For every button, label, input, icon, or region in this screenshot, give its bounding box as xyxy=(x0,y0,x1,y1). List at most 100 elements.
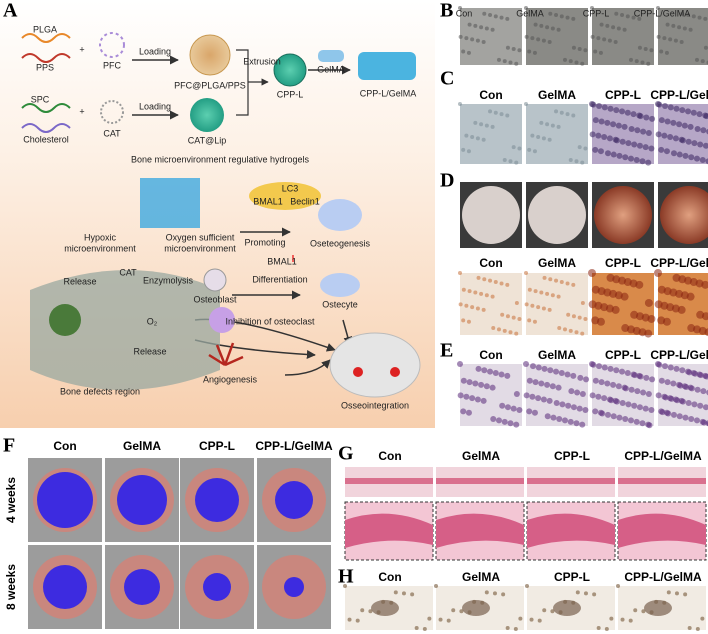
c-texture xyxy=(645,129,652,136)
e-texture xyxy=(513,390,520,397)
column-header: CPP-L xyxy=(605,256,641,270)
b-texture xyxy=(484,26,489,31)
e-texture xyxy=(592,377,599,384)
e-texture xyxy=(490,416,497,423)
d-texture xyxy=(491,326,496,331)
h-texture xyxy=(347,617,352,622)
c-texture xyxy=(598,118,605,125)
e-texture xyxy=(670,380,677,387)
schematic xyxy=(21,32,353,376)
b-texture xyxy=(688,27,693,32)
d-texture xyxy=(476,275,481,280)
label: PFC@PLGA/PPS xyxy=(174,80,246,90)
d-texture xyxy=(557,326,562,331)
h-texture xyxy=(604,627,609,632)
e-texture xyxy=(676,413,683,420)
b-texture xyxy=(490,27,495,32)
d-texture xyxy=(502,328,507,333)
f-blue xyxy=(124,569,160,605)
b-texture xyxy=(625,14,630,19)
d-texture xyxy=(654,269,662,277)
e-texture xyxy=(535,364,542,371)
e-texture xyxy=(674,397,681,404)
e-texture xyxy=(670,411,677,418)
e-texture xyxy=(622,385,629,392)
label: BMAL1 xyxy=(267,256,297,266)
d-texture xyxy=(577,315,582,320)
e-texture xyxy=(697,372,704,379)
b-texture xyxy=(691,14,696,19)
e-texture xyxy=(688,416,695,423)
b-texture xyxy=(550,26,555,31)
g-bone xyxy=(345,478,433,484)
b-texture xyxy=(620,13,625,18)
e-texture xyxy=(576,405,583,412)
c-texture xyxy=(639,158,646,165)
b-texture xyxy=(659,49,664,54)
d-texture xyxy=(490,294,495,299)
b-texture xyxy=(602,37,607,42)
c-texture xyxy=(702,142,708,149)
e-texture xyxy=(582,406,589,413)
d-texture xyxy=(539,290,544,295)
b-texture xyxy=(590,34,595,39)
c-texture xyxy=(703,113,708,120)
e-texture xyxy=(624,370,631,377)
c-texture xyxy=(532,149,537,154)
c-texture xyxy=(597,148,604,155)
column-header: Con xyxy=(479,348,502,362)
d-texture xyxy=(500,312,505,317)
column-header: CPP-L xyxy=(605,88,641,102)
e-texture xyxy=(648,406,655,413)
h-texture xyxy=(492,591,497,596)
c-texture xyxy=(488,109,493,114)
e-texture xyxy=(639,420,646,427)
e-texture xyxy=(662,394,669,401)
e-texture xyxy=(469,395,476,402)
b-texture xyxy=(541,38,546,43)
panel-label: A xyxy=(3,0,18,22)
c-texture xyxy=(592,146,599,153)
c-texture xyxy=(565,112,570,117)
c-texture xyxy=(661,132,668,139)
e-texture xyxy=(499,402,506,409)
e-texture xyxy=(677,382,684,389)
h-stain xyxy=(371,600,399,616)
label: + xyxy=(79,44,84,54)
h-texture xyxy=(427,616,432,621)
e-texture xyxy=(507,420,514,427)
column-header: CPP-L/GelMA xyxy=(255,439,333,453)
osteoclast-cell xyxy=(209,307,235,333)
label: SPC xyxy=(31,94,50,104)
c-texture xyxy=(648,145,655,152)
b-texture xyxy=(703,45,708,50)
c-texture xyxy=(643,114,650,121)
e-texture xyxy=(504,372,511,379)
d-texture xyxy=(484,293,489,298)
c-texture xyxy=(690,109,697,116)
e-texture xyxy=(664,379,671,386)
b-texture xyxy=(536,37,541,42)
d-texture xyxy=(657,316,666,325)
column-header: GelMA xyxy=(123,439,161,453)
e-texture xyxy=(688,385,695,392)
e-texture xyxy=(613,398,620,405)
b-texture xyxy=(703,16,708,21)
b-texture xyxy=(473,23,478,28)
column-header: CPP-L/GelMA xyxy=(634,8,691,18)
e-texture xyxy=(640,389,647,396)
e-texture xyxy=(604,380,611,387)
e-texture xyxy=(592,408,599,415)
h-texture xyxy=(355,618,360,623)
e-texture xyxy=(498,371,505,378)
d-texture xyxy=(568,328,573,333)
e-texture xyxy=(642,405,649,412)
e-texture xyxy=(559,401,566,408)
h-stain xyxy=(553,600,581,616)
d-texture xyxy=(588,300,597,309)
d-texture xyxy=(464,303,469,308)
c-texture xyxy=(613,137,620,144)
rat-eye xyxy=(353,367,363,377)
d-texture xyxy=(571,282,576,287)
c-texture xyxy=(673,105,680,112)
